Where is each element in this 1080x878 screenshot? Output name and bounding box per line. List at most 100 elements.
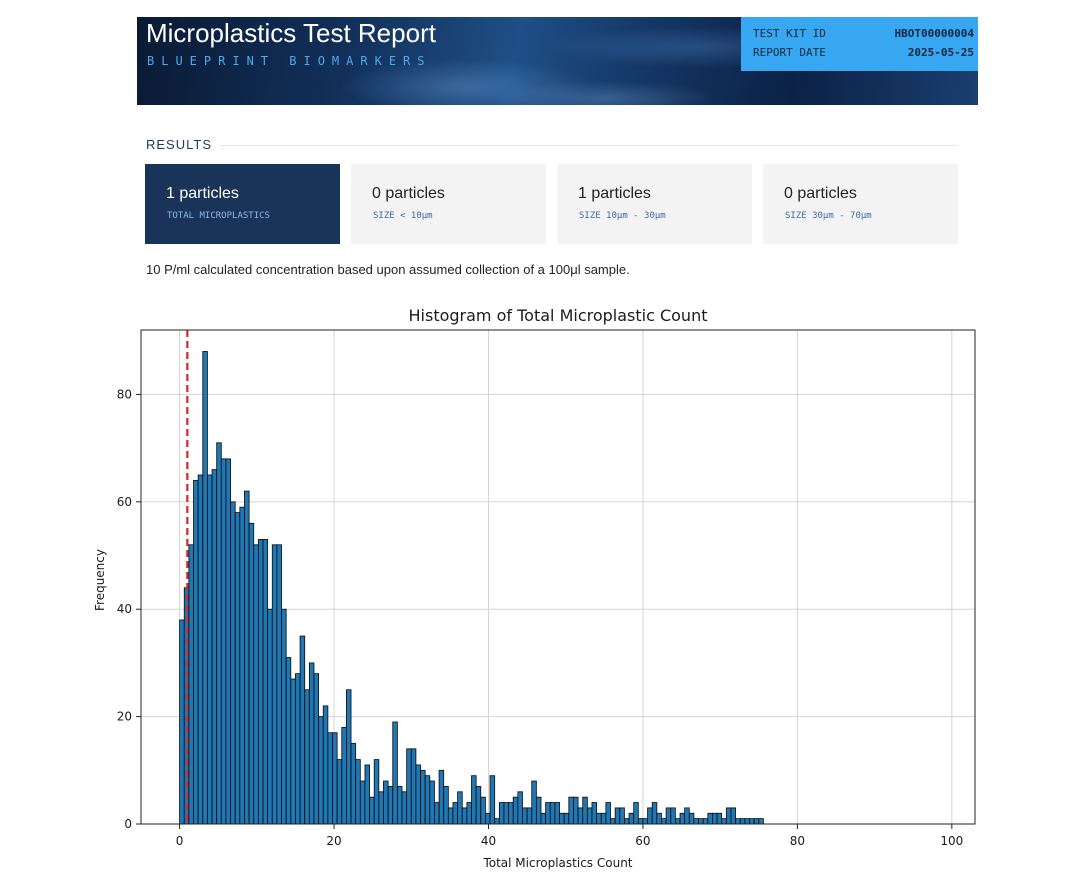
histogram-bar — [457, 791, 463, 825]
card-count: 1 particles — [166, 185, 239, 202]
result-card-under-10um[interactable]: 0 particles SIZE < 10μm — [351, 164, 546, 244]
result-card-30-70um[interactable]: 0 particles SIZE 30μm - 70μm — [763, 164, 958, 244]
histogram-bar — [480, 796, 486, 825]
card-label: TOTAL MICROPLASTICS — [167, 211, 270, 221]
histogram-bar — [582, 796, 588, 825]
histogram-bar — [248, 522, 255, 825]
histogram-bar — [318, 716, 324, 825]
histogram-bar — [605, 802, 611, 825]
histogram-bar — [285, 657, 292, 825]
histogram-bar — [716, 812, 723, 825]
histogram-bar — [234, 512, 241, 825]
histogram-bar — [508, 802, 514, 825]
histogram-bar — [661, 818, 667, 825]
histogram-bar — [244, 490, 250, 825]
histogram-bar — [420, 769, 426, 825]
histogram-bar — [744, 818, 750, 825]
card-label: SIZE 10μm - 30μm — [579, 211, 666, 221]
brand-subtitle: BLUEPRINT BIOMARKERS — [147, 54, 432, 68]
histogram-bar — [327, 732, 333, 825]
histogram-bar — [559, 812, 565, 825]
histogram-bar — [586, 807, 593, 825]
result-card-total[interactable]: 1 particles TOTAL MICROPLASTICS — [145, 164, 340, 244]
histogram-bar — [535, 796, 542, 825]
histogram-bar — [739, 818, 746, 825]
histogram-bar — [308, 662, 315, 825]
y-tick-label: 80 — [117, 387, 132, 401]
histogram-bar — [591, 802, 598, 825]
histogram-bar — [387, 786, 394, 825]
histogram-bar — [290, 678, 296, 825]
histogram-bar — [415, 764, 421, 825]
histogram-bar — [498, 802, 505, 825]
histogram-bar — [322, 705, 329, 825]
x-tick-label: 40 — [481, 834, 496, 848]
y-tick-label: 20 — [117, 710, 132, 724]
histogram-bar — [610, 818, 616, 825]
histogram-bar — [600, 812, 607, 825]
chart-title: Histogram of Total Microplastic Count — [409, 306, 708, 325]
histogram-bar — [758, 818, 764, 825]
histogram-bar — [712, 812, 718, 825]
histogram-bar — [304, 689, 310, 825]
histogram-bar — [651, 802, 658, 825]
histogram-bar — [434, 802, 440, 825]
results-cards: 1 particles TOTAL MICROPLASTICS 0 partic… — [145, 164, 958, 244]
histogram-bar — [207, 474, 213, 825]
histogram-bar — [707, 812, 713, 825]
histogram-bar — [355, 759, 361, 825]
kit-id-value: HBOT00000004 — [894, 27, 974, 40]
histogram-bar — [350, 743, 357, 825]
result-card-10-30um[interactable]: 1 particles SIZE 10μm - 30μm — [557, 164, 752, 244]
histogram-bar — [438, 769, 445, 825]
histogram-bar — [485, 812, 491, 825]
y-tick-label: 0 — [124, 817, 132, 831]
axis-ticks: 0 20 40 60 80 100 0 20 40 60 80 — [117, 387, 964, 848]
plot-frame — [140, 329, 976, 825]
y-axis-label: Frequency — [93, 549, 107, 611]
histogram-bar — [257, 539, 264, 825]
results-section-label: RESULTS — [146, 137, 212, 152]
histogram-bar — [619, 807, 625, 825]
histogram-bar — [220, 458, 227, 825]
histogram-bar — [271, 544, 278, 825]
histogram-bar — [239, 506, 245, 825]
histogram-bar — [253, 544, 259, 825]
histogram-bar — [429, 780, 435, 825]
histogram-bar — [193, 479, 199, 825]
histogram-bar — [267, 608, 273, 825]
histogram-bar — [475, 786, 482, 825]
histogram-bar — [637, 818, 644, 825]
histogram-bar — [262, 539, 269, 825]
histogram-bar — [679, 812, 686, 825]
histogram-bar — [549, 802, 556, 825]
x-tick-label: 0 — [176, 834, 184, 848]
kit-id-label: TEST KIT ID — [753, 27, 826, 40]
histogram-bar — [392, 721, 398, 825]
histogram-bars — [179, 351, 764, 825]
histogram-bar — [424, 775, 431, 825]
histogram-bar — [230, 501, 236, 825]
plot-border — [140, 329, 976, 825]
card-label: SIZE 30μm - 70μm — [785, 211, 872, 221]
histogram-bar — [443, 786, 449, 825]
report-date-value: 2025-05-25 — [907, 46, 974, 59]
histogram-bar — [373, 759, 380, 825]
histogram-bar — [494, 818, 500, 825]
histogram-bar — [693, 818, 699, 825]
histogram-bar — [563, 812, 570, 825]
card-count: 0 particles — [784, 185, 857, 202]
histogram-bar — [753, 818, 760, 825]
histogram-bar — [276, 544, 282, 825]
histogram-bar — [573, 796, 579, 825]
histogram-bar — [471, 775, 477, 825]
histogram-bar — [684, 807, 690, 825]
histogram-bar — [642, 818, 648, 825]
histogram-bar — [346, 689, 352, 825]
histogram-bar — [670, 807, 676, 825]
histogram-bar — [299, 635, 306, 825]
section-divider — [220, 145, 958, 146]
card-count: 0 particles — [372, 185, 445, 202]
histogram-bar — [202, 351, 208, 825]
report-date-row: REPORT DATE 2025-05-25 — [753, 46, 974, 59]
